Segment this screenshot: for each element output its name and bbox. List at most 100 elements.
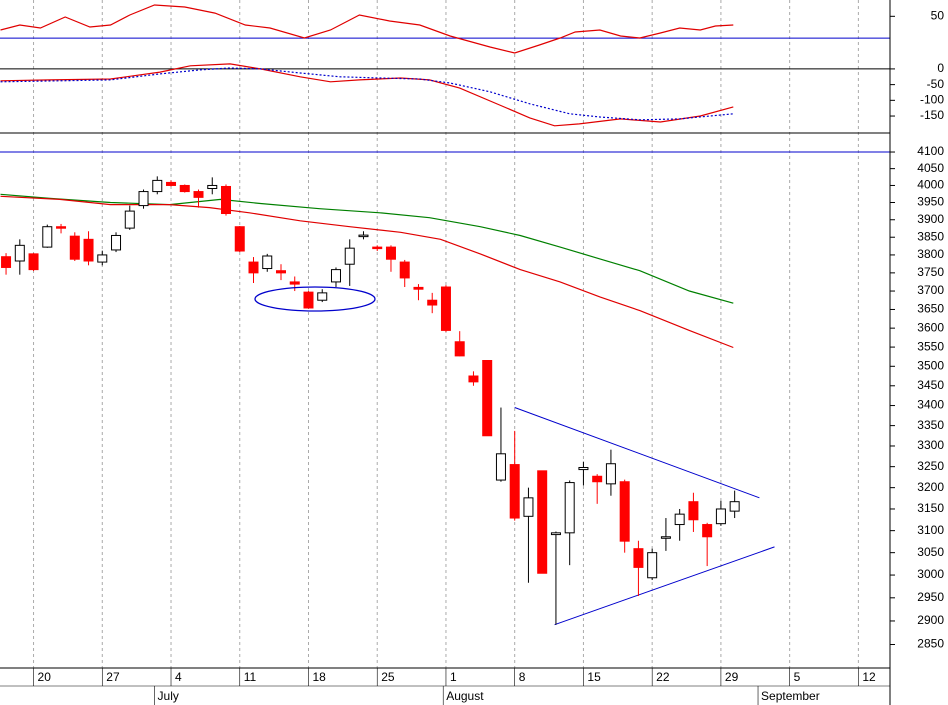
x-tick-label: 4 [175,670,182,684]
candle-body [537,470,548,574]
y-tick-label: 3200 [917,480,944,494]
y-tick-label: 2900 [917,613,944,627]
candle-body [605,463,616,485]
candle-body [317,292,328,301]
candle-body [303,291,314,309]
month-label: July [158,689,179,703]
series-line [0,195,734,349]
candle-body [564,482,575,534]
candle-body [688,501,699,521]
y-tick-label: -100 [920,92,944,106]
candle-body [193,191,204,198]
candle-body [28,253,39,271]
candle-body [330,269,341,283]
candle-body [647,552,658,579]
candle-body [275,270,286,274]
y-tick-label: 2850 [917,637,944,651]
y-tick-label: 4050 [917,161,944,175]
candle-body [702,524,713,538]
y-tick-label: 3450 [917,378,944,392]
candle-body [495,453,506,481]
candle-body [468,375,479,383]
candle-body [592,475,603,483]
x-tick-label: 15 [587,670,601,684]
month-label: September [761,689,820,703]
x-tick-label: 20 [38,670,52,684]
y-tick-label: -50 [927,77,945,91]
candle-body [674,513,685,526]
candle-body [385,246,396,260]
y-tick-label: 3100 [917,523,944,537]
y-tick-label: 3650 [917,302,944,316]
candle-body [427,299,438,306]
candle-body [83,238,94,262]
x-tick-label: 25 [381,670,395,684]
candle-body [344,247,355,265]
candle-body [248,261,259,274]
candle-body [97,254,108,263]
candle-body [14,244,25,262]
candle-body [578,466,589,471]
candle-body [372,246,383,250]
series-line [0,4,734,54]
candle-body [207,184,218,190]
candle-body [358,234,369,238]
axis-layer: 50 0 -50-100 -150 4100 4050 4000 3950 3900 3850 38… [33,8,945,705]
candle-body [523,497,534,517]
candle-body [69,235,80,260]
y-tick-label: 3700 [917,283,944,297]
y-tick-label: 3150 [917,501,944,515]
candle-body [550,532,561,536]
candle-body [262,255,273,270]
x-tick-label: 27 [106,670,120,684]
x-tick-label: 29 [725,670,739,684]
y-tick-label: 3850 [917,229,944,243]
plot-layer [0,4,890,626]
y-tick-label: 2950 [917,590,944,604]
highlight-ellipse [254,286,376,312]
candle-body [715,508,726,525]
candle-body [482,360,493,437]
y-tick-label: -150 [920,108,944,122]
candle-body [179,184,190,193]
x-tick-label: 1 [450,670,457,684]
y-tick-label: 0 [937,61,944,75]
candle-body [234,226,245,252]
candle-body [1,256,12,268]
y-tick-label: 3500 [917,358,944,372]
y-tick-label: 3950 [917,195,944,209]
y-tick-label: 3900 [917,212,944,226]
y-tick-label: 3350 [917,418,944,432]
trendline [554,546,775,626]
y-tick-label: 3000 [917,567,944,581]
candle-body [166,181,177,186]
candle-body [660,536,671,539]
y-tick-label: 4000 [917,178,944,192]
y-tick-label: 3550 [917,339,944,353]
y-tick-label: 3400 [917,398,944,412]
x-tick-label: 12 [862,670,876,684]
candle-body [399,261,410,279]
series-line [0,67,734,121]
month-label: August [446,689,484,703]
y-tick-label: 3600 [917,320,944,334]
y-tick-label: 3050 [917,545,944,559]
trendline [514,407,760,499]
x-tick-label: 5 [794,670,801,684]
y-tick-label: 50 [931,8,945,22]
x-tick-label: 22 [656,670,670,684]
y-tick-label: 3300 [917,438,944,452]
candle-body [138,191,149,207]
candle-body [509,464,520,519]
y-tick-label: 3800 [917,247,944,261]
candle-body [221,185,232,215]
candle-body [42,226,53,248]
candle-body [413,286,424,290]
y-tick-label: 3250 [917,459,944,473]
candle-body [619,481,630,542]
candle-body [289,281,300,285]
candle-body [633,548,644,568]
candle-body [111,234,122,251]
